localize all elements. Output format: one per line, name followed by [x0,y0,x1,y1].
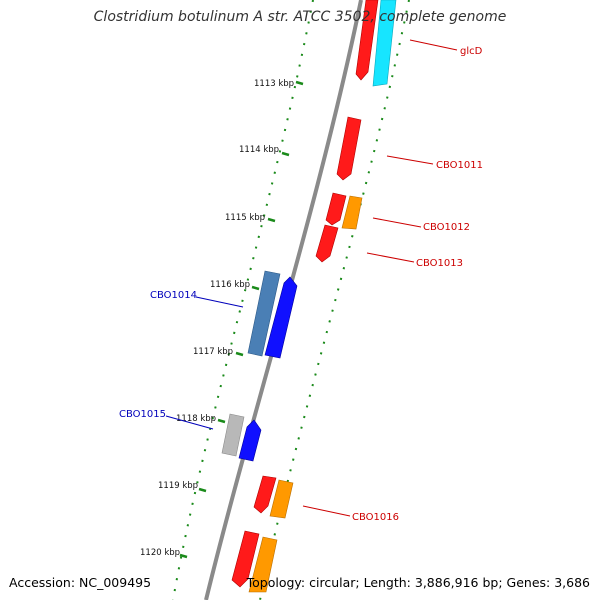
tick-label: 1119 kbp [158,481,198,491]
gene-arrow-gray-cbo1015 [221,413,245,457]
map-title: Clostridium botulinum A str. ATCC 3502, … [93,9,507,25]
major-tick [217,418,226,424]
forward-genes [231,0,397,593]
gene-label: CBO1012 [423,222,470,233]
major-tick [295,80,304,86]
gene-arrow-blue [238,419,262,462]
major-ticks [179,80,304,559]
gene-arrow-orange [269,479,294,519]
major-tick [281,151,290,157]
reverse-genes [221,270,298,462]
tick-label: 1120 kbp [140,548,180,558]
tick-label: 1118 kbp [176,414,216,424]
gene-arrow-red [355,0,379,81]
gene-label: CBO1013 [416,258,463,269]
major-tick [235,351,244,357]
gene-label: CBO1011 [436,160,483,171]
tick-label: 1115 kbp [225,213,265,223]
gene-arrow-red [231,530,260,588]
tick-label: 1114 kbp [239,145,279,155]
major-tick [251,285,260,291]
tick-label: 1116 kbp [210,280,250,290]
major-tick [179,553,188,559]
gene-arrow-red-cbo1016 [253,475,277,514]
tick-label: 1113 kbp [254,79,294,89]
topology-text: Topology: circular; Length: 3,886,916 bp… [246,575,590,590]
gene-arrow-blue [264,276,298,359]
gene-label: glcD [460,46,483,57]
tick-label: 1117 kbp [193,347,233,357]
gene-label: CBO1015 [119,409,166,420]
label-leaders [165,39,458,517]
gene-arrow-cyan [372,0,397,87]
gene-arrow-red-cbo1011 [336,116,362,181]
major-tick [198,487,207,493]
gene-arrow-orange [341,195,363,230]
gene-label: CBO1014 [150,290,197,301]
gene-arrow-red-cbo1013 [315,224,339,263]
gene-arrow-red-cbo1012 [325,192,347,226]
major-tick [267,217,276,223]
gene-arrow-orange [248,536,278,593]
accession-text: Accession: NC_009495 [9,575,152,590]
gene-label: CBO1016 [352,512,399,523]
gene-arrow-steelblue-cbo1014 [247,270,281,357]
